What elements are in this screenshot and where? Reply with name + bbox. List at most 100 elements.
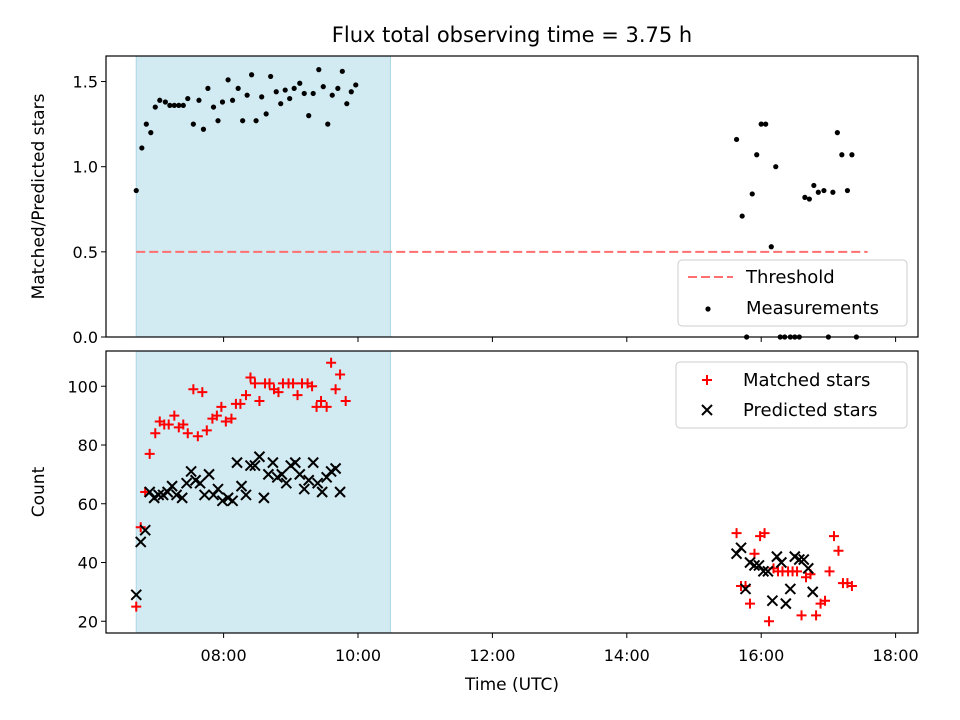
measurement-point	[806, 196, 812, 202]
predicted-point	[130, 589, 142, 601]
legend-box	[675, 361, 908, 429]
measurement-point	[205, 85, 211, 91]
legend-matched-label: Matched stars	[743, 370, 870, 391]
matched-point	[796, 610, 807, 621]
matched-point	[264, 378, 275, 389]
predicted-point	[139, 524, 151, 536]
measurement-point	[215, 118, 221, 124]
measurement-point	[802, 194, 808, 200]
measurement-point	[167, 102, 173, 108]
measurement-point	[320, 84, 326, 90]
predicted-point	[766, 594, 779, 607]
measurement-point	[171, 102, 177, 108]
measurement-point	[353, 82, 359, 88]
measurement-point	[749, 191, 755, 197]
y-tick-label: 1.0	[73, 158, 98, 177]
predicted-point	[784, 583, 797, 595]
matched-point	[824, 566, 835, 577]
x-tick-label: 08:00	[201, 646, 247, 665]
measurement-point	[768, 244, 774, 250]
predicted-point	[235, 480, 248, 492]
measurement-point	[180, 102, 186, 108]
measurement-point	[733, 136, 740, 143]
x-tick-label: 18:00	[873, 646, 919, 665]
predicted-point	[152, 489, 165, 501]
predicted-point	[276, 468, 288, 481]
measurement-point	[268, 73, 274, 80]
measurement-point	[143, 121, 149, 127]
measurement-point	[310, 90, 316, 97]
measurement-point	[849, 152, 855, 158]
predicted-point	[240, 489, 252, 501]
predicted-point	[289, 456, 301, 469]
measurement-point	[196, 97, 202, 103]
matched-point	[197, 387, 208, 398]
matched-point	[316, 395, 327, 406]
predicted-point	[807, 586, 819, 598]
legend-measurements-swatch	[705, 306, 711, 312]
predicted-point	[762, 565, 774, 578]
x-tick-label: 16:00	[738, 646, 784, 665]
measurement-point	[329, 92, 335, 98]
y-tick-label: 0.5	[73, 243, 98, 262]
measurement-point	[133, 187, 139, 194]
matched-point	[131, 601, 142, 612]
matched-point	[178, 419, 189, 430]
legend-threshold-label: Threshold	[745, 267, 835, 288]
predicted-point	[303, 474, 315, 486]
predicted-point	[311, 477, 324, 489]
legend-predicted-label: Predicted stars	[743, 400, 877, 421]
matched-point	[811, 610, 822, 621]
matched-point	[192, 431, 203, 442]
y-tick-label: 80	[78, 436, 98, 455]
predicted-point	[262, 468, 275, 481]
y-tick-label: 1.5	[73, 73, 98, 92]
matched-point	[220, 416, 231, 427]
matched-point	[321, 401, 332, 412]
matched-point	[211, 410, 222, 421]
predicted-point	[185, 465, 197, 478]
predicted-point	[775, 556, 788, 569]
matched-point	[846, 581, 857, 591]
predicted-point	[194, 477, 206, 489]
y-tick-label: 100	[67, 377, 98, 396]
predicted-point	[253, 451, 266, 463]
measurement-point	[282, 87, 288, 93]
y-tick-label: 60	[78, 495, 98, 514]
matched-point	[311, 401, 322, 412]
matched-point	[764, 616, 775, 627]
matched-point	[135, 522, 146, 533]
measurement-point	[287, 95, 293, 102]
matched-point	[254, 395, 265, 406]
predicted-point	[231, 456, 243, 469]
predicted-point	[198, 489, 211, 501]
measurement-point	[162, 99, 168, 105]
measurement-point	[811, 182, 817, 189]
matched-point	[169, 410, 180, 421]
legend-measurements-label: Measurements	[746, 298, 879, 319]
matched-point	[188, 384, 199, 395]
measurement-point	[339, 68, 345, 74]
measurement-point	[219, 99, 226, 105]
measurement-point	[306, 113, 312, 119]
measurement-point	[344, 101, 350, 107]
measurement-point	[834, 130, 840, 136]
legend-top: Threshold Measurements	[677, 259, 908, 327]
matched-point	[273, 387, 284, 398]
measurement-point	[325, 121, 331, 127]
measurement-point	[148, 130, 154, 136]
predicted-point	[798, 553, 810, 566]
measurement-point	[263, 111, 269, 117]
measurement-point	[297, 80, 303, 86]
plot-frame	[105, 350, 919, 634]
measurement-point	[316, 67, 322, 73]
x-tick-label: 12:00	[469, 646, 515, 665]
measurement-point	[758, 121, 764, 127]
x-axis-label: Time (UTC)	[464, 675, 559, 695]
measurement-point	[253, 118, 259, 124]
predicted-point	[226, 495, 239, 507]
measurement-point	[200, 126, 207, 132]
measurement-point	[844, 187, 851, 194]
x-tick-label: 10:00	[335, 646, 381, 665]
measurement-point	[291, 85, 297, 91]
